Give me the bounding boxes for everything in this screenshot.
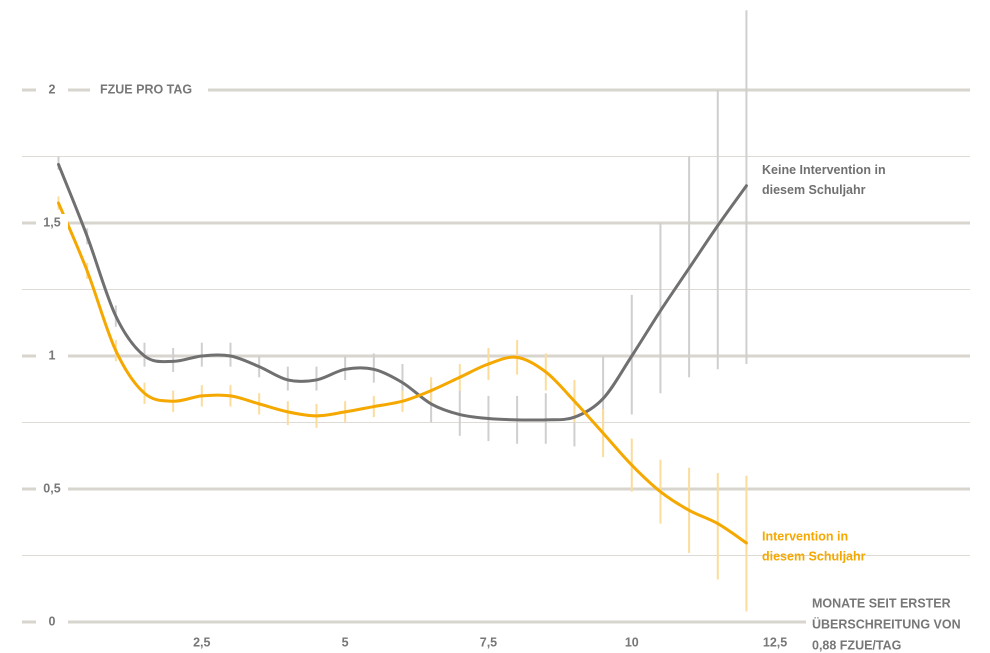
grid	[22, 88, 970, 624]
series-label: Intervention in	[762, 529, 848, 543]
y-axis-label: FZUE PRO TAG	[100, 82, 192, 96]
label-bg	[36, 480, 68, 498]
y-tick-label: 2	[49, 82, 56, 96]
x-axis-label: ÜBERSCHREITUNG VON	[812, 616, 961, 631]
series-line	[57, 201, 748, 545]
label-bg	[36, 613, 68, 631]
label-bg	[36, 347, 68, 365]
series-label: diesem Schuljahr	[762, 183, 866, 197]
x-tick-label: 7,5	[480, 635, 497, 649]
labels: 0 0,5 1 1,5 2 FZUE PRO TAG 2,5 5 7,5 10 12,5 MONATE…	[36, 81, 990, 653]
series-label: diesem Schuljahr	[762, 549, 866, 563]
x-axis-label: MONATE SEIT ERSTER	[812, 596, 951, 610]
x-tick-label: 2,5	[193, 635, 210, 649]
y-tick-label: 1,5	[43, 215, 60, 229]
y-tick-label: 1	[49, 348, 56, 362]
x-tick-label: 10	[625, 635, 639, 649]
y-tick-label: 0,5	[43, 481, 60, 495]
label-bg	[90, 81, 208, 99]
x-axis-label: 0,88 FZUE/TAG	[812, 638, 901, 652]
y-tick-label: 0	[49, 614, 56, 628]
series-label: Keine Intervention in	[762, 163, 886, 177]
label-bg	[36, 81, 68, 99]
label-bg	[806, 594, 990, 653]
label-bg	[36, 214, 68, 232]
error-bars	[57, 10, 748, 612]
lines	[57, 162, 748, 545]
series-line	[57, 162, 748, 422]
x-tick-label: 12,5	[763, 635, 787, 649]
x-tick-label: 5	[342, 635, 349, 649]
